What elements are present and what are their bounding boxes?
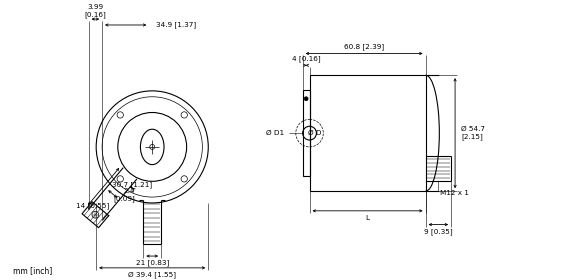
Text: 2.4
[0.09]: 2.4 [0.09] [113, 188, 135, 202]
Text: Ø 54.7
[2.15]: Ø 54.7 [2.15] [461, 126, 485, 140]
Circle shape [304, 97, 308, 101]
Text: Ø 39.4 [1.55]: Ø 39.4 [1.55] [128, 271, 176, 278]
Text: 4 [0.16]: 4 [0.16] [292, 55, 320, 62]
Text: 60.8 [2.39]: 60.8 [2.39] [344, 43, 384, 50]
Text: 3.99
[0.16]: 3.99 [0.16] [84, 4, 106, 18]
Text: 9 [0.35]: 9 [0.35] [424, 228, 453, 235]
Text: Ø D: Ø D [307, 130, 321, 136]
Text: mm [inch]: mm [inch] [12, 266, 52, 275]
Text: L: L [366, 215, 370, 221]
Text: 30.7 [1.21]: 30.7 [1.21] [112, 181, 152, 188]
Text: 14 [0.55]: 14 [0.55] [76, 202, 110, 209]
Bar [310, 75, 426, 191]
Text: 34.9 [1.37]: 34.9 [1.37] [156, 22, 196, 28]
Text: 21 [0.83]: 21 [0.83] [136, 260, 169, 266]
Text: M12 x 1: M12 x 1 [440, 190, 469, 196]
Bar [303, 90, 310, 176]
Text: Ø D1: Ø D1 [266, 130, 284, 136]
